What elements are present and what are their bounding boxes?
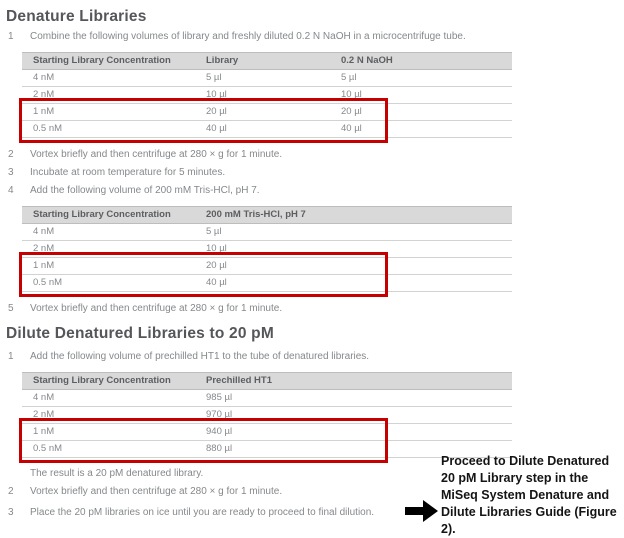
table-cell: 20 µl xyxy=(195,257,512,275)
table-row-highlighted: 1 nM 940 µl xyxy=(22,423,512,441)
table-row: 2 nM 970 µl xyxy=(22,406,512,424)
tris-table-container: Starting Library Concentration 200 mM Tr… xyxy=(19,206,512,297)
section-title-denature-libraries: Denature Libraries xyxy=(6,8,147,25)
table-cell: 940 µl xyxy=(195,423,512,441)
step-number: 4 xyxy=(8,185,14,196)
column-header: 0.2 N NaOH xyxy=(330,52,512,70)
result-note: The result is a 20 pM denatured library. xyxy=(30,468,204,479)
column-header: Starting Library Concentration xyxy=(22,206,195,224)
column-header: 200 mM Tris-HCl, pH 7 xyxy=(195,206,512,224)
table-cell: 5 µl xyxy=(195,223,512,241)
tris-table: Starting Library Concentration 200 mM Tr… xyxy=(22,206,512,292)
step-text: Combine the following volumes of library… xyxy=(30,31,466,42)
table-cell: 10 µl xyxy=(195,240,512,258)
step-number: 1 xyxy=(8,31,14,42)
table-cell: 20 µl xyxy=(195,103,330,121)
table-row-highlighted: 1 nM 20 µl 20 µl xyxy=(22,103,512,121)
table-cell: 40 µl xyxy=(195,120,330,138)
black-right-arrow-icon xyxy=(405,499,438,523)
table-cell: 2 nM xyxy=(22,240,195,258)
table-cell: 4 nM xyxy=(22,389,195,407)
naoh-table-container: Starting Library Concentration Library 0… xyxy=(19,52,512,143)
table-row-highlighted: 0.5 nM 880 µl xyxy=(22,440,512,458)
step-vortex-centrifuge-3: 2 Vortex briefly and then centrifuge at … xyxy=(8,486,624,498)
step-number: 3 xyxy=(8,167,14,178)
table-cell: 1 nM xyxy=(22,423,195,441)
table-header-row: Starting Library Concentration Library 0… xyxy=(22,52,512,70)
table-cell: 985 µl xyxy=(195,389,512,407)
table-row: 4 nM 5 µl xyxy=(22,223,512,241)
column-header: Prechilled HT1 xyxy=(195,372,512,390)
table-cell: 1 nM xyxy=(22,257,195,275)
table-row: 4 nM 985 µl xyxy=(22,389,512,407)
table-row: 2 nM 10 µl 10 µl xyxy=(22,86,512,104)
table-cell: 4 nM xyxy=(22,69,195,87)
naoh-table: Starting Library Concentration Library 0… xyxy=(22,52,512,138)
column-header: Library xyxy=(195,52,330,70)
table-header-row: Starting Library Concentration Prechille… xyxy=(22,372,512,390)
table-cell: 2 nM xyxy=(22,86,195,104)
step-number: 5 xyxy=(8,303,14,314)
step-text: Vortex briefly and then centrifuge at 28… xyxy=(30,149,283,160)
step-vortex-centrifuge-2: 5 Vortex briefly and then centrifuge at … xyxy=(8,303,624,315)
step-text: Add the following volume of 200 mM Tris-… xyxy=(30,185,260,196)
step-incubate: 3 Incubate at room temperature for 5 min… xyxy=(8,167,624,179)
step-text: Vortex briefly and then centrifuge at 28… xyxy=(30,303,283,314)
table-cell: 1 nM xyxy=(22,103,195,121)
table-row: 4 nM 5 µl 5 µl xyxy=(22,69,512,87)
table-cell: 40 µl xyxy=(195,274,512,292)
step-number: 1 xyxy=(8,351,14,362)
table-cell: 5 µl xyxy=(330,69,512,87)
table-cell: 10 µl xyxy=(195,86,330,104)
ht1-table-container: Starting Library Concentration Prechille… xyxy=(19,372,512,463)
table-cell: 20 µl xyxy=(330,103,512,121)
table-row-highlighted: 1 nM 20 µl xyxy=(22,257,512,275)
ht1-table: Starting Library Concentration Prechille… xyxy=(22,372,512,458)
table-cell: 2 nM xyxy=(22,406,195,424)
table-header-row: Starting Library Concentration 200 mM Tr… xyxy=(22,206,512,224)
table-cell: 880 µl xyxy=(195,440,512,458)
table-row-highlighted: 0.5 nM 40 µl xyxy=(22,274,512,292)
step-text: Add the following volume of prechilled H… xyxy=(30,351,370,362)
table-cell: 0.5 nM xyxy=(22,120,195,138)
table-cell: 10 µl xyxy=(330,86,512,104)
step-number: 2 xyxy=(8,149,14,160)
column-header: Starting Library Concentration xyxy=(22,52,195,70)
step-text: Incubate at room temperature for 5 minut… xyxy=(30,167,226,178)
section-title-dilute-libraries: Dilute Denatured Libraries to 20 pM xyxy=(6,325,274,342)
table-cell: 5 µl xyxy=(195,69,330,87)
table-cell: 40 µl xyxy=(330,120,512,138)
step-number: 2 xyxy=(8,486,14,497)
column-header: Starting Library Concentration xyxy=(22,372,195,390)
annotation-text: Proceed to Dilute Denatured 20 pM Librar… xyxy=(441,454,617,536)
step-add-ht1: 1 Add the following volume of prechilled… xyxy=(8,351,624,363)
step-text: Place the 20 pM libraries on ice until y… xyxy=(30,507,375,518)
table-cell: 0.5 nM xyxy=(22,274,195,292)
table-row: 2 nM 10 µl xyxy=(22,240,512,258)
table-cell: 0.5 nM xyxy=(22,440,195,458)
table-row-highlighted: 0.5 nM 40 µl 40 µl xyxy=(22,120,512,138)
step-combine-volumes: 1 Combine the following volumes of libra… xyxy=(8,31,624,43)
step-number: 3 xyxy=(8,507,14,518)
step-text: Vortex briefly and then centrifuge at 28… xyxy=(30,486,283,497)
table-cell: 4 nM xyxy=(22,223,195,241)
step-vortex-centrifuge: 2 Vortex briefly and then centrifuge at … xyxy=(8,149,624,161)
table-cell: 970 µl xyxy=(195,406,512,424)
step-add-tris: 4 Add the following volume of 200 mM Tri… xyxy=(8,185,624,197)
step-place-on-ice: 3 Place the 20 pM libraries on ice until… xyxy=(8,507,624,519)
